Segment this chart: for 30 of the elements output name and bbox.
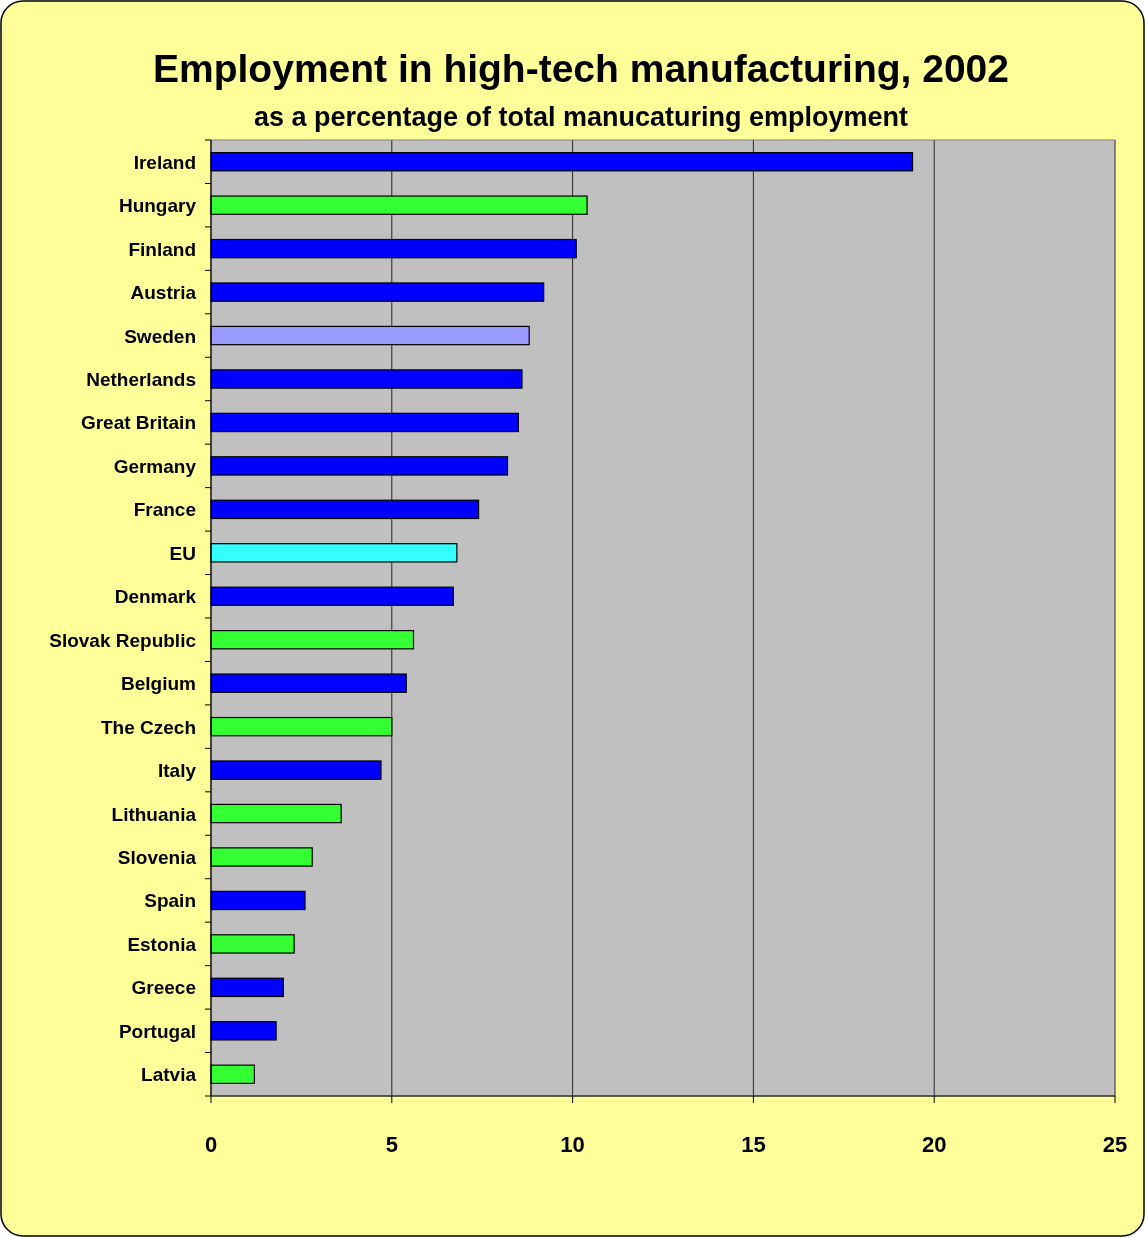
x-tick-label: 20 [921, 1132, 947, 1157]
y-tick-label: Latvia [141, 1064, 197, 1086]
y-tick-label: Belgium [121, 673, 196, 695]
y-tick-label: Austria [130, 282, 197, 304]
y-tick-label: Portugal [118, 1020, 196, 1042]
chart-subtitle: as a percentage of total manucaturing employment [253, 102, 909, 132]
y-tick-label: Greece [131, 977, 196, 999]
x-tick-label: 5 [385, 1132, 398, 1157]
y-tick-label: Slovak Republic [49, 629, 197, 651]
y-tick-label: EU [169, 542, 196, 564]
y-tick-label: Estonia [127, 933, 197, 955]
y-tick-label: The Czech [100, 716, 196, 738]
y-tick-label: Ireland [133, 151, 196, 173]
x-tick-label: 10 [560, 1132, 585, 1157]
y-tick-label: Great Britain [80, 412, 196, 434]
y-tick-label: France [133, 499, 196, 521]
y-tick-label: Spain [144, 890, 196, 912]
x-tick-label: 0 [204, 1132, 218, 1157]
y-tick-label: Netherlands [86, 369, 196, 390]
x-tick-label: 25 [1102, 1132, 1128, 1157]
y-tick-label: Italy [157, 760, 197, 782]
y-tick-label: Slovenia [117, 847, 197, 868]
x-tick-label: 15 [741, 1132, 766, 1157]
y-tick-label: Lithuania [111, 803, 197, 825]
y-tick-label: Finland [128, 238, 196, 260]
y-tick-label: Denmark [114, 586, 197, 608]
y-tick-label: Sweden [124, 325, 196, 347]
y-tick-label: Hungary [118, 195, 197, 217]
chart-title: Employment in high-tech manufacturing, 2002 [153, 47, 1009, 90]
y-tick-label: Germany [113, 455, 197, 477]
